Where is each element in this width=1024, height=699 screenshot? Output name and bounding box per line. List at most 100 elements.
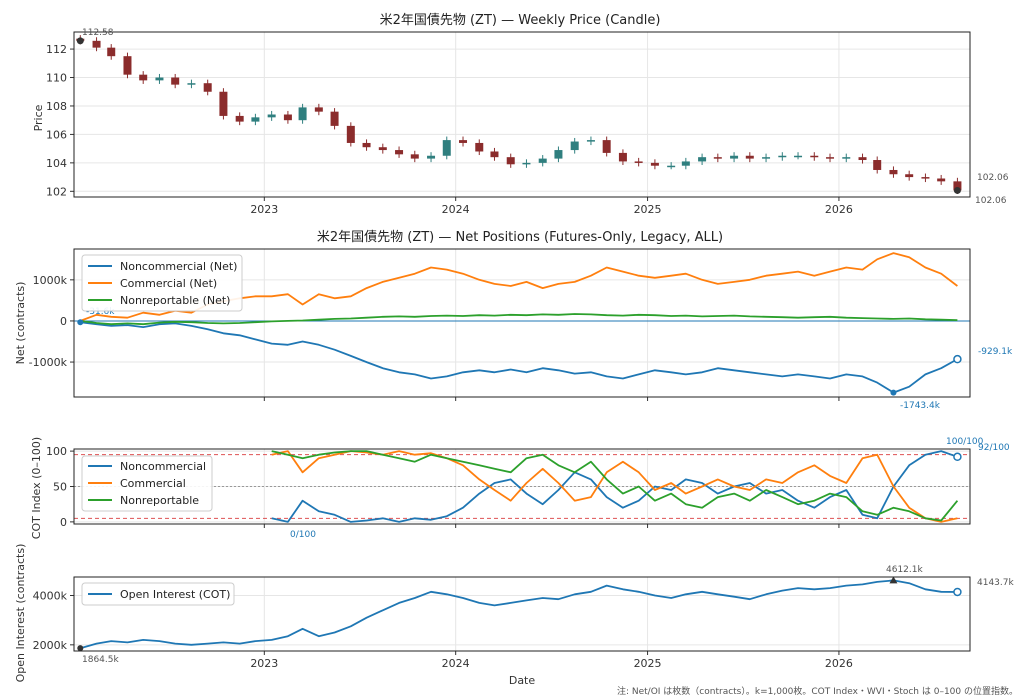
- series-line-nonreportable-net-: [80, 313, 958, 326]
- oi-last-label: 4143.7k: [977, 578, 1014, 588]
- candle-body: [602, 140, 611, 153]
- oi-start-label: 1864.5k: [82, 655, 119, 665]
- cot-last-marker: [953, 452, 962, 462]
- cot-y-label: COT Index (0–100): [30, 437, 43, 539]
- legend-cot-commercial: Commercial: [120, 477, 186, 490]
- candle-body: [459, 140, 468, 143]
- price-panel-title: 米2年国債先物 (ZT) — Weekly Price (Candle): [380, 13, 661, 28]
- candle-body: [858, 157, 867, 161]
- open-interest-panel: Open Interest (contracts) 2000k 4000k 186…: [14, 544, 1014, 683]
- candle-body: [667, 165, 676, 168]
- net-legend: Noncommercial (Net) Commercial (Net) Non…: [81, 254, 243, 312]
- oi-max-label: 4612.1k: [886, 565, 923, 575]
- price-panel: 米2年国債先物 (ZT) — Weekly Price (Candle) Pri…: [32, 13, 1009, 216]
- oi-y-label: Open Interest (contracts): [14, 544, 27, 683]
- candle-body: [810, 155, 819, 158]
- candle-body: [410, 154, 419, 159]
- candle-body: [219, 91, 228, 116]
- candle-body: [330, 111, 339, 126]
- net-frame: [73, 248, 971, 398]
- price-last-label: 102.06: [977, 173, 1009, 183]
- candle-body: [362, 142, 371, 148]
- candle-body: [139, 74, 148, 81]
- legend-nonreportable-net: Nonreportable (Net): [120, 294, 230, 307]
- x-tick-label: 2025: [634, 657, 662, 670]
- y-tick-label: 0: [60, 516, 67, 529]
- price-start-label: 112.58: [82, 28, 114, 38]
- x-axis-label: Date: [509, 674, 536, 687]
- legend-cot-noncommercial: Noncommercial: [120, 460, 206, 473]
- net-start-marker: [77, 319, 84, 326]
- candle-body: [267, 114, 276, 118]
- cot-frame: [73, 448, 971, 525]
- net-start-label: -31.6k: [86, 307, 115, 317]
- series-line-commercial: [271, 450, 958, 523]
- y-tick-label: 108: [46, 100, 67, 113]
- net-y-label: Net (contracts): [14, 282, 27, 365]
- candle-body: [586, 140, 595, 142]
- candle-body: [570, 141, 579, 151]
- candle-body: [378, 147, 387, 151]
- net-min-label: -1743.4k: [900, 401, 941, 411]
- cot-min-label: 0/100: [290, 530, 316, 540]
- y-tick-label: 4000k: [33, 590, 68, 603]
- candle-body: [442, 140, 451, 156]
- legend-commercial-net: Commercial (Net): [120, 277, 217, 290]
- candle-body: [427, 155, 436, 159]
- x-tick-label: 2025: [634, 203, 662, 216]
- y-tick-label: 112: [46, 43, 67, 56]
- candle-body: [171, 77, 180, 85]
- candle-body: [745, 155, 754, 159]
- candle-body: [905, 174, 914, 178]
- candle-body: [475, 142, 484, 152]
- y-tick-label: 100: [46, 445, 67, 458]
- cot-legend: Noncommercial Commercial Nonreportable: [81, 455, 213, 512]
- candle-body: [826, 157, 835, 159]
- x-tick-label: 2026: [825, 657, 853, 670]
- candle-body: [762, 157, 771, 159]
- candle-body: [698, 157, 707, 162]
- legend-noncommercial-net: Noncommercial (Net): [120, 260, 237, 273]
- candle-body: [314, 107, 323, 112]
- y-tick-label: 2000k: [33, 639, 68, 652]
- series-line-noncommercial-net-: [80, 321, 958, 394]
- candle-body: [681, 161, 690, 166]
- candle-body: [634, 161, 643, 163]
- y-tick-label: -1000k: [29, 356, 68, 369]
- x-tick-label: 2024: [442, 203, 470, 216]
- net-min-marker: [890, 389, 897, 396]
- y-tick-label: 50: [53, 481, 67, 494]
- candle-body: [187, 83, 196, 85]
- candle-body: [203, 83, 212, 92]
- price-low-label: 102.06: [975, 196, 1007, 206]
- cot-last-label: 92/100: [978, 443, 1010, 453]
- oi-max-marker: [889, 576, 898, 584]
- candle-body: [953, 181, 962, 191]
- net-panel-title: 米2年国債先物 (ZT) — Net Positions (Futures-On…: [317, 230, 723, 245]
- candle-body: [92, 40, 101, 48]
- x-tick-label: 2024: [442, 657, 470, 670]
- price-y-label: Price: [32, 104, 45, 131]
- oi-frame: [73, 576, 971, 652]
- candle-body: [794, 155, 803, 158]
- candle-body: [251, 117, 260, 122]
- candle-body: [298, 107, 307, 121]
- candle-body: [618, 152, 627, 162]
- legend-open-interest: Open Interest (COT): [120, 588, 230, 601]
- footnote: 注: Net/OI は枚数（contracts）。k=1,000枚。COT In…: [617, 685, 1018, 697]
- candle-body: [235, 115, 244, 122]
- oi-legend: Open Interest (COT): [81, 582, 235, 606]
- candle-body: [346, 125, 355, 143]
- candle-body: [713, 157, 722, 159]
- oi-last-marker: [953, 587, 962, 597]
- candle-body: [107, 47, 116, 57]
- candle-body: [490, 151, 499, 158]
- candle-body: [395, 150, 404, 155]
- y-tick-label: 104: [46, 157, 67, 170]
- price-frame: [73, 31, 971, 198]
- candle-body: [283, 114, 292, 121]
- y-tick-label: 110: [46, 72, 67, 85]
- candle-body: [538, 158, 547, 163]
- series-line-nonreportable: [271, 450, 959, 522]
